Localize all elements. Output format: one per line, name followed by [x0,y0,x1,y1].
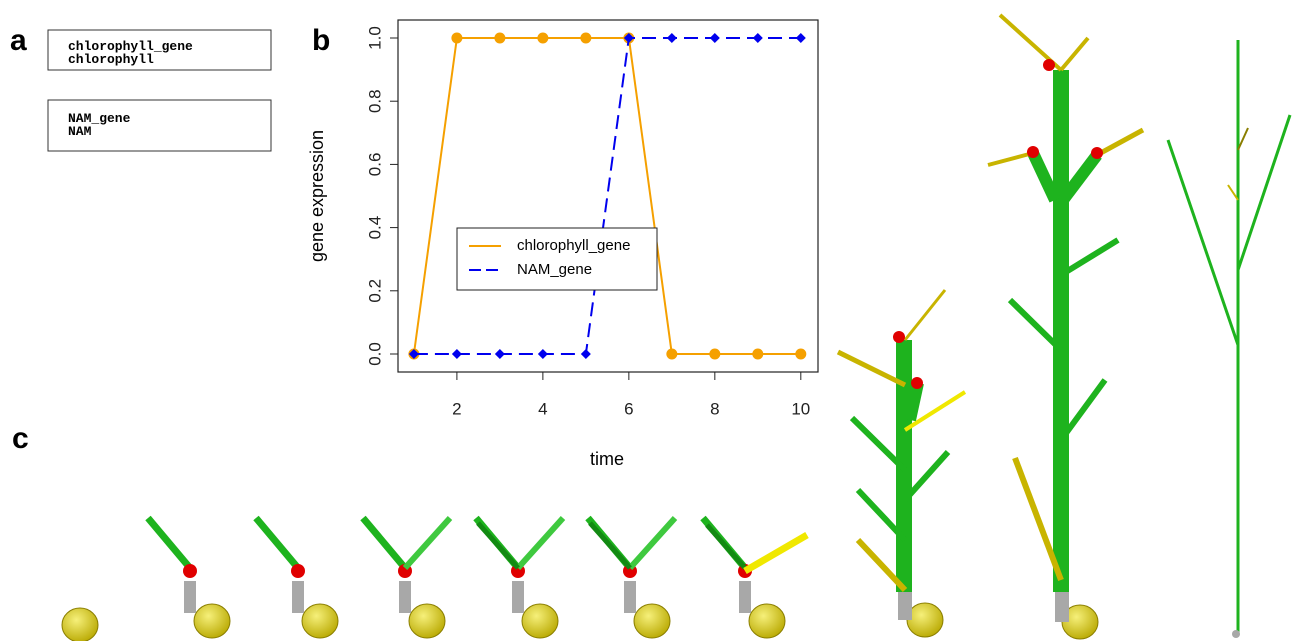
point [753,33,763,43]
point [795,348,806,359]
x-tick-label: 8 [710,399,719,418]
point [709,348,720,359]
box-text: NAM [68,124,92,139]
panel-label: c [12,422,29,455]
y-tick-label: 1.0 [365,26,384,50]
x-tick-label: 10 [791,399,810,418]
series-line [414,38,801,354]
point [667,33,677,43]
point [796,33,806,43]
y-axis-label: gene expression [307,130,327,262]
point [494,33,505,44]
legend-label: chlorophyll_gene [517,237,630,254]
y-tick-label: 0.8 [365,89,384,113]
plant-illustrations [62,15,1290,641]
point [451,33,462,44]
point [452,349,462,359]
legend-label: NAM_gene [517,261,592,278]
point [752,348,763,359]
box-text: chlorophyll [68,52,154,67]
point [537,33,548,44]
page: a b c chlorophyll_gene chlorophyll NAM_g… [0,0,1293,641]
x-tick-label: 6 [624,399,633,418]
point [666,348,677,359]
y-tick-label: 0.2 [365,279,384,303]
panel-label: b [312,24,330,57]
x-tick-label: 4 [538,399,547,418]
point [581,349,591,359]
x-tick-label: 2 [452,399,461,418]
series-line [414,38,801,354]
plot-frame [398,20,818,372]
y-tick-label: 0.0 [365,342,384,366]
y-tick-label: 0.4 [365,216,384,240]
figure: a b c chlorophyll_gene chlorophyll NAM_g… [0,0,1293,641]
panel-label: a [10,24,27,57]
point [710,33,720,43]
point [495,349,505,359]
y-tick-label: 0.6 [365,153,384,177]
x-axis-label: time [590,449,624,469]
point [580,33,591,44]
point [538,349,548,359]
